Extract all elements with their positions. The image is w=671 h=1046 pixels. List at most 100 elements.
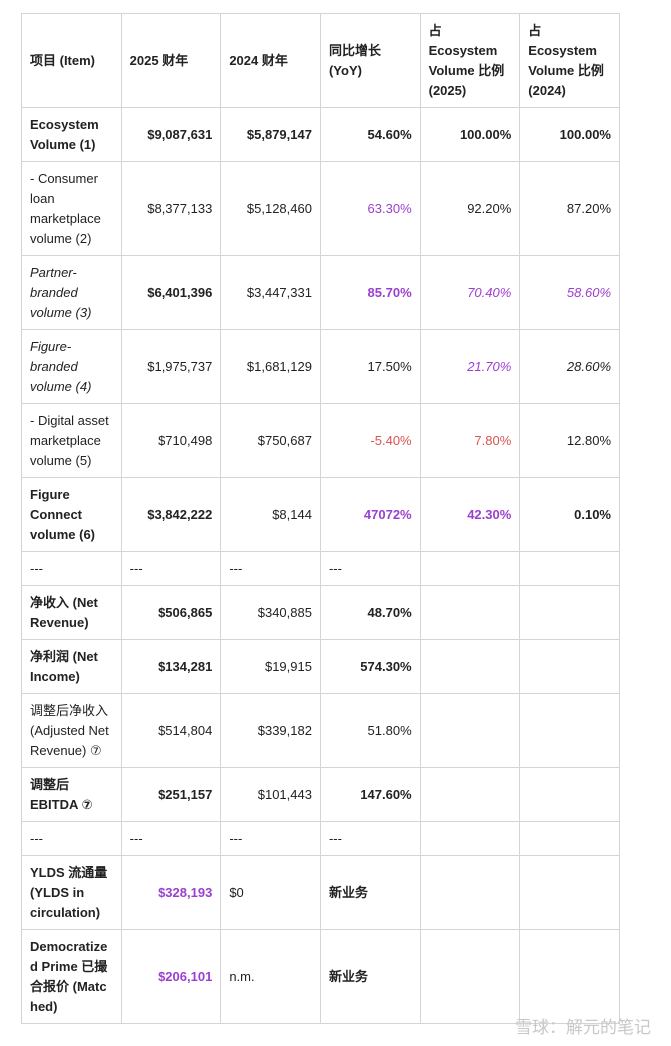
table-cell: 7.80% (419, 403, 521, 478)
table-cell: $134,281 (120, 639, 222, 694)
table-cell (519, 855, 620, 930)
table-cell: --- (120, 551, 222, 586)
table-cell: $710,498 (120, 403, 222, 478)
table-cell: --- (21, 551, 122, 586)
table-cell: $19,915 (220, 639, 321, 694)
table-cell: 92.20% (419, 161, 521, 256)
header-row: 项目 (Item) 2025 财年 2024 财年 同比增长 (YoY) 占 Ecosy… (21, 13, 620, 108)
header-cell: 占 Ecosystem Volume 比例 (2024) (519, 13, 620, 108)
table-cell: - Digital asset marketplace volume (5) (21, 403, 122, 478)
table-cell: 42.30% (419, 477, 521, 552)
table-cell: $0 (220, 855, 321, 930)
table-cell: $5,128,460 (220, 161, 321, 256)
header-cell: 项目 (Item) (21, 13, 122, 108)
table-cell: Ecosystem Volume (1) (21, 107, 122, 162)
table-cell: --- (220, 551, 321, 586)
header-cell: 占 Ecosystem Volume 比例 (2025) (419, 13, 521, 108)
table-cell: $339,182 (220, 693, 321, 768)
table-cell: 21.70% (419, 329, 521, 404)
table-cell: $251,157 (120, 767, 222, 822)
table-cell: 100.00% (519, 107, 620, 162)
table-cell: $750,687 (220, 403, 321, 478)
table-row: --- --- --- --- (21, 821, 620, 856)
table-row: Democratized Prime 已撮合报价 (Matched) $206,1… (21, 929, 620, 1024)
table-cell: 12.80% (519, 403, 620, 478)
table-cell: $340,885 (220, 585, 321, 640)
table-row: Figure-branded volume (4) $1,975,737 $1,68… (21, 329, 620, 404)
table-cell: 净收入 (Net Revenue) (21, 585, 122, 640)
table-cell: $1,975,737 (120, 329, 222, 404)
table-cell: 574.30% (319, 639, 421, 694)
table-row: YLDS 流通量 (YLDS in circulation) $328,193 $0… (21, 855, 620, 930)
table-cell: 新业务 (319, 855, 421, 930)
table-cell: $328,193 (120, 855, 222, 930)
table-cell: $101,443 (220, 767, 321, 822)
table-cell: $3,447,331 (220, 255, 321, 330)
header-cell: 2025 财年 (120, 13, 222, 108)
table-cell: 新业务 (319, 929, 421, 1024)
table-cell: --- (120, 821, 222, 856)
table-cell: - Consumer loan marketplace volume (2) (21, 161, 122, 256)
table-cell: 100.00% (419, 107, 521, 162)
table-row: - Digital asset marketplace volume (5) $7… (21, 403, 620, 478)
table-cell: $506,865 (120, 585, 222, 640)
header-cell: 2024 财年 (220, 13, 321, 108)
table-cell: 85.70% (319, 255, 421, 330)
table-cell: Figure-branded volume (4) (21, 329, 122, 404)
table-row: 调整后净收入 (Adjusted Net Revenue) ⑦ $514,804 $… (21, 693, 620, 768)
table-cell (519, 693, 620, 768)
table-row: 净利润 (Net Income) $134,281 $19,915 574.30% (21, 639, 620, 694)
table-row: Figure Connect volume (6) $3,842,222 $8,14… (21, 477, 620, 552)
table-cell: YLDS 流通量 (YLDS in circulation) (21, 855, 122, 930)
table-cell: $206,101 (120, 929, 222, 1024)
table-cell (419, 929, 521, 1024)
table-cell: Partner-branded volume (3) (21, 255, 122, 330)
table-cell: $5,879,147 (220, 107, 321, 162)
table-cell: n.m. (220, 929, 321, 1024)
table-cell: 净利润 (Net Income) (21, 639, 122, 694)
table-row: 调整后 EBITDA ⑦ $251,157 $101,443 147.60% (21, 767, 620, 822)
table-cell: 0.10% (519, 477, 620, 552)
header-cell: 同比增长 (YoY) (319, 13, 421, 108)
table-row: Ecosystem Volume (1) $9,087,631 $5,879,147… (21, 107, 620, 162)
table-cell (419, 821, 521, 856)
table-cell: 147.60% (319, 767, 421, 822)
table-cell (519, 821, 620, 856)
table-cell: --- (21, 821, 122, 856)
table-cell (519, 585, 620, 640)
table-cell: --- (319, 821, 421, 856)
table-row: - Consumer loan marketplace volume (2) $8… (21, 161, 620, 256)
table-cell: $8,377,133 (120, 161, 222, 256)
table-cell: 54.60% (319, 107, 421, 162)
table-cell: 28.60% (519, 329, 620, 404)
table-cell (419, 585, 521, 640)
table-cell: 87.20% (519, 161, 620, 256)
table-cell (519, 639, 620, 694)
watermark: 雪球：解元的笔记 (515, 1018, 651, 1037)
table-row: --- --- --- --- (21, 551, 620, 586)
table-cell (519, 767, 620, 822)
table-cell: $1,681,129 (220, 329, 321, 404)
table-cell: $9,087,631 (120, 107, 222, 162)
table-cell: --- (220, 821, 321, 856)
table-cell (419, 855, 521, 930)
table-cell: 调整后 EBITDA ⑦ (21, 767, 122, 822)
table-cell: 48.70% (319, 585, 421, 640)
table-cell (419, 767, 521, 822)
table-cell (419, 639, 521, 694)
table-row: Partner-branded volume (3) $6,401,396 $3,4… (21, 255, 620, 330)
table-cell: 51.80% (319, 693, 421, 768)
table-cell (519, 929, 620, 1024)
table-cell: 调整后净收入 (Adjusted Net Revenue) ⑦ (21, 693, 122, 768)
table-cell: $3,842,222 (120, 477, 222, 552)
table-cell (419, 693, 521, 768)
table-cell: $6,401,396 (120, 255, 222, 330)
table-cell (519, 551, 620, 586)
table-cell: 17.50% (319, 329, 421, 404)
data-table: 项目 (Item) 2025 财年 2024 财年 同比增长 (YoY) 占 Ecosy… (21, 13, 620, 1024)
table-cell: $514,804 (120, 693, 222, 768)
table-cell (419, 551, 521, 586)
table-row: 净收入 (Net Revenue) $506,865 $340,885 48.70% (21, 585, 620, 640)
table-cell: Democratized Prime 已撮合报价 (Matched) (21, 929, 122, 1024)
